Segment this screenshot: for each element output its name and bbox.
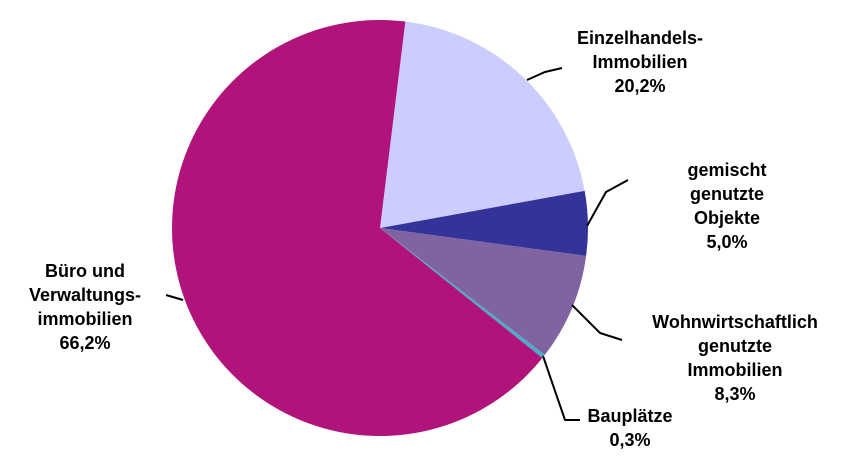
value-label: 20,2% (614, 76, 666, 96)
slice-label: Wohnwirtschaftlich genutzte Immobilien 8,… (652, 310, 818, 406)
pie-slice (380, 190, 589, 256)
leader-lines (165, 67, 629, 421)
value-label: 0,3% (609, 430, 651, 450)
value-label: 5,0% (706, 232, 748, 252)
category-label: Einzelhandels- Immobilien (576, 28, 704, 72)
value-label: 66,2% (59, 333, 111, 353)
slice-label: Büro und Verwaltungs- immobilien 66,2% (29, 259, 141, 355)
slice-label: Einzelhandels- Immobilien 20,2% (577, 26, 703, 98)
value-label: 8,3% (714, 384, 756, 404)
leader-line (526, 67, 563, 81)
leader-line (586, 179, 629, 227)
pie-slice (380, 228, 545, 358)
category-label: Bauplätze (587, 406, 673, 426)
category-label: Wohnwirtschaftlich genutzte Immobilien (652, 312, 818, 380)
pie-slice (380, 228, 587, 355)
slice-label: gemischt genutzte Objekte 5,0% (664, 158, 791, 254)
pie (172, 19, 589, 437)
pie-slice (172, 19, 543, 437)
leader-line (571, 304, 623, 341)
category-label: gemischt genutzte Objekte (687, 160, 767, 228)
category-label: Büro und Verwaltungs- immobilien (28, 261, 142, 329)
pie-slice (380, 21, 585, 228)
leader-line (165, 294, 184, 301)
slice-label: Bauplätze 0,3% (587, 404, 672, 452)
leader-line (542, 355, 580, 421)
